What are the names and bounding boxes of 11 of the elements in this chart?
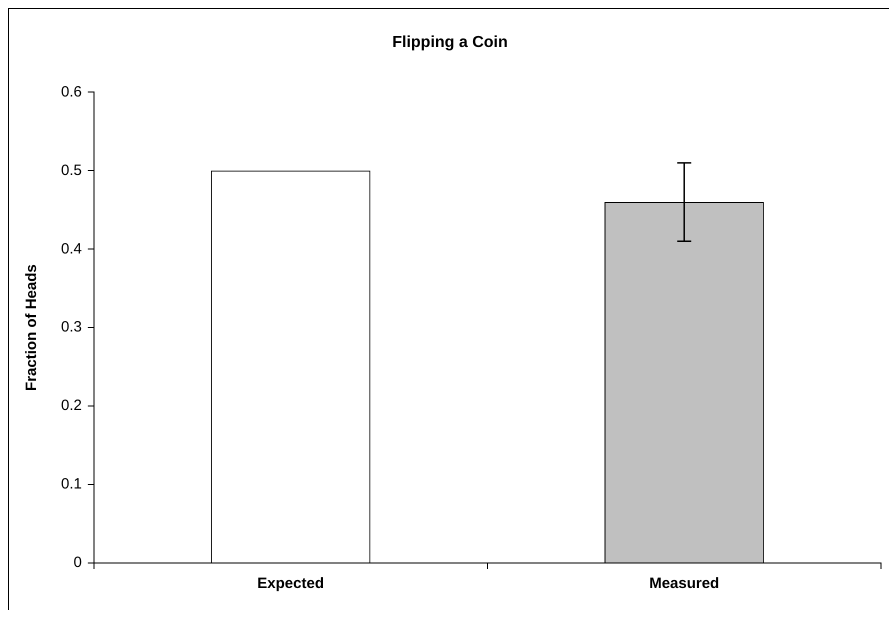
y-tick-label: 0.1	[60, 476, 82, 493]
y-tick-label: 0.3	[60, 318, 82, 336]
y-tick-label: 0.2	[60, 397, 82, 414]
y-tick-label: 0	[74, 554, 82, 572]
chart-title: Flipping a Coin	[392, 34, 508, 52]
y-axis-title: Fraction of Heads	[23, 264, 40, 391]
x-tick-label: Measured	[649, 575, 720, 592]
y-tick-label: 0.5	[60, 162, 82, 179]
x-tick-label: Expected	[257, 575, 324, 592]
y-tick-label: 0.4	[60, 240, 82, 258]
y-tick-label: 0.6	[60, 83, 82, 100]
